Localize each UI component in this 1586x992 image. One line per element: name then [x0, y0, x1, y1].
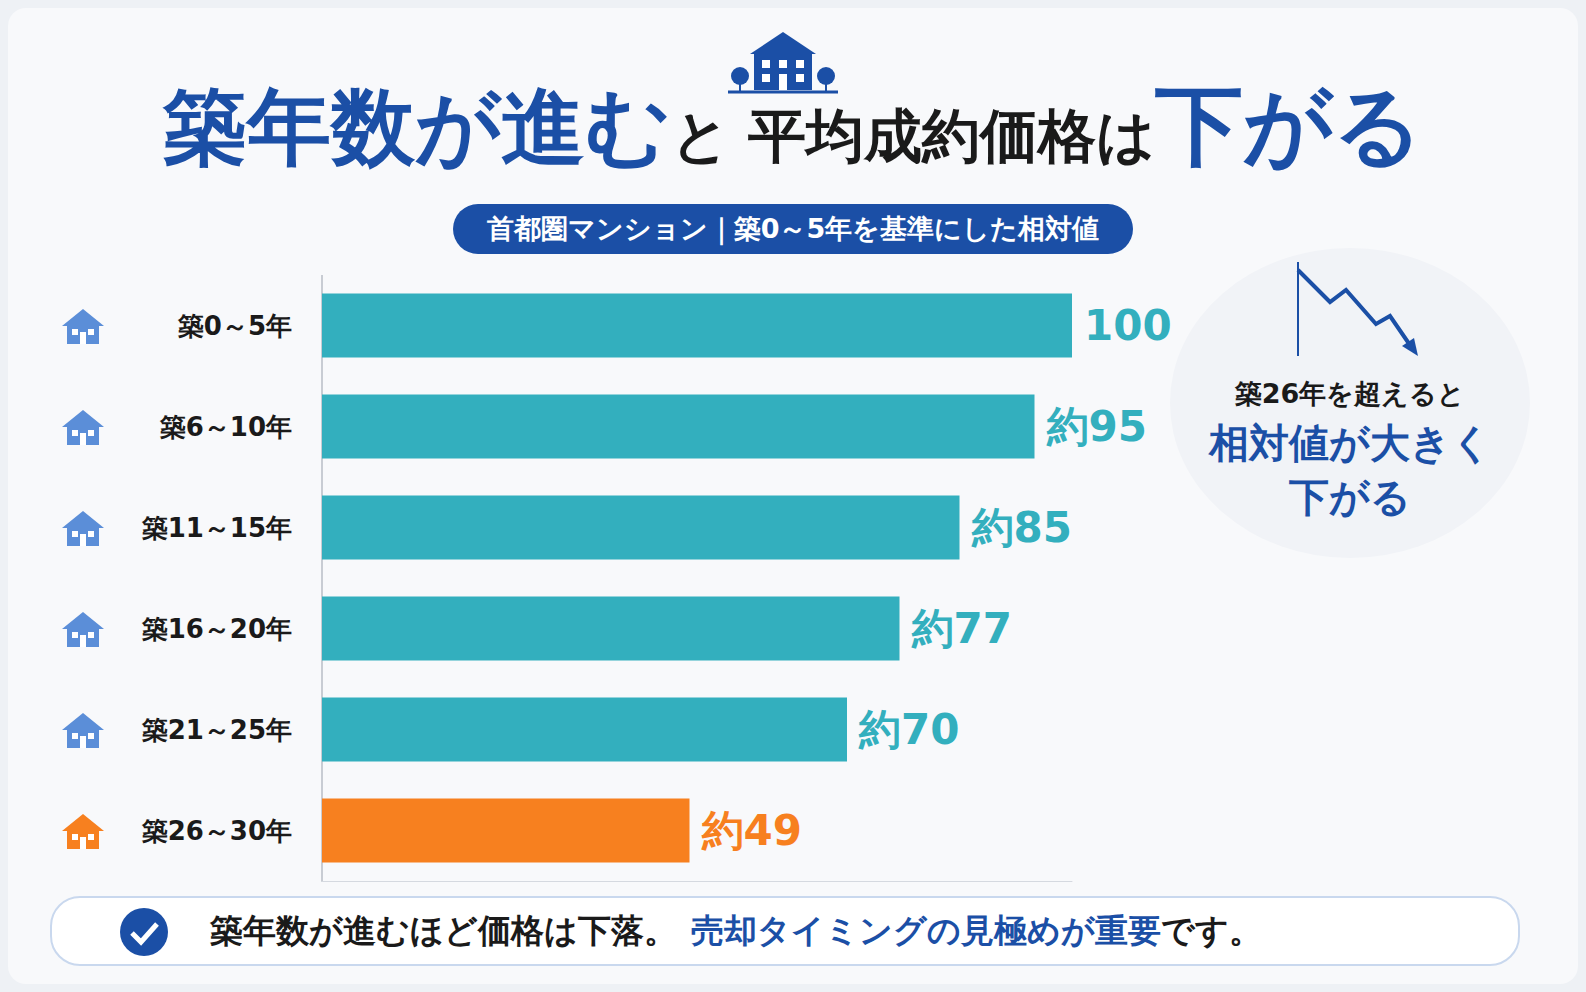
svg-text:約70: 約70	[858, 705, 959, 754]
svg-text:約85: 約85	[971, 503, 1072, 552]
svg-text:約77: 約77	[911, 604, 1012, 653]
html-text:築年数が進むと 平均成約価格は下がる: 築年数が進むと 平均成約価格は下がる	[163, 74, 1423, 177]
svg-text:築21～25年: 築21～25年	[141, 715, 292, 745]
svg-text:築26～30年: 築26～30年	[141, 816, 292, 846]
html-text:築26年を超えると: 築26年を超えると	[1234, 378, 1466, 409]
svg-text:100: 100	[1084, 301, 1172, 350]
svg-text:築6～10年: 築6～10年	[159, 412, 292, 442]
html-text:売却タイミングの見極めが重要です。: 売却タイミングの見極めが重要です。	[691, 911, 1262, 950]
svg-text:築0～5年: 築0～5年	[177, 311, 292, 341]
svg-text:約49: 約49	[701, 806, 802, 855]
svg-text:約95: 約95	[1046, 402, 1147, 451]
html-text:築年数が進むほど価格は下落。: 築年数が進むほど価格は下落。	[210, 911, 677, 950]
html-text:相対値が大きく下がる: 相対値が大きく下がる	[1208, 420, 1492, 520]
svg-text:築11～15年: 築11～15年	[141, 513, 292, 543]
html-text:首都圏マンション｜築0～5年を基準にした相対値: 首都圏マンション｜築0～5年を基準にした相対値	[486, 213, 1100, 244]
svg-text:築16～20年: 築16～20年	[141, 614, 292, 644]
